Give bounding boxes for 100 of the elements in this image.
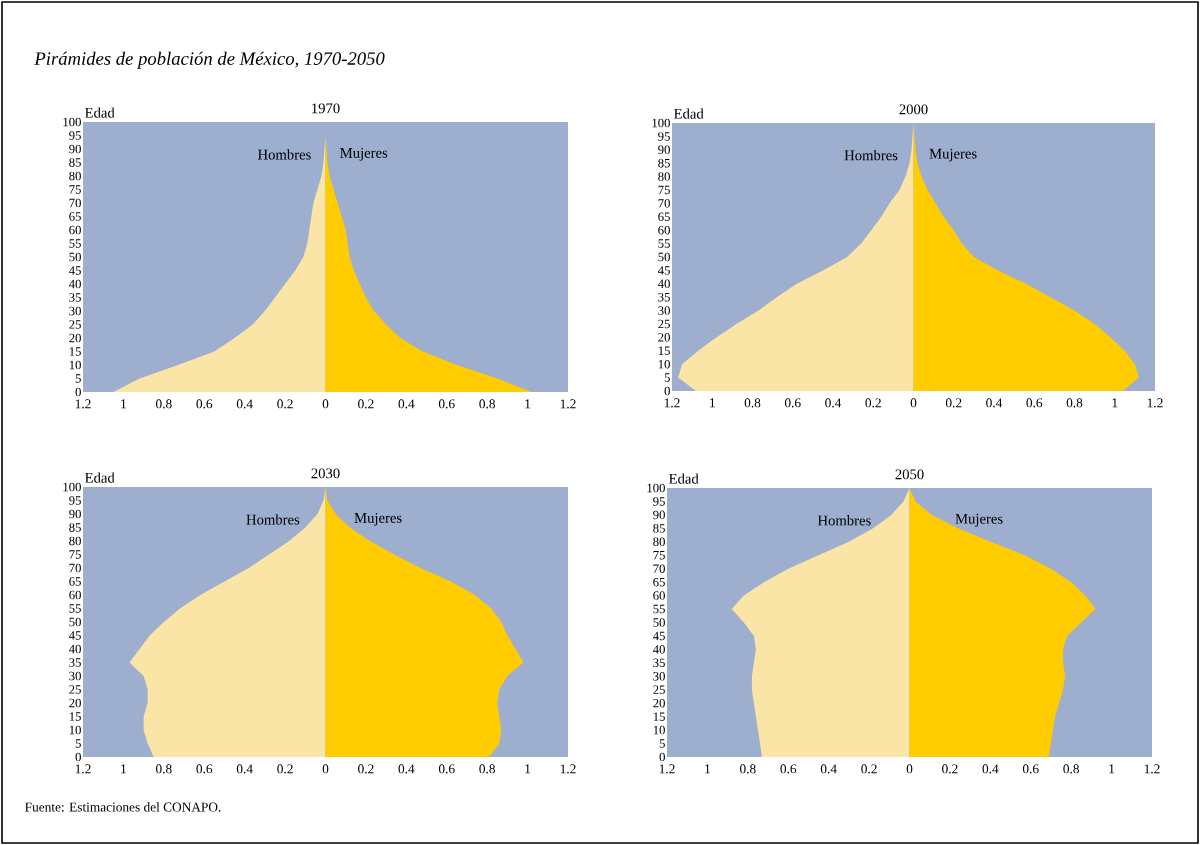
x-tick-label: 1 bbox=[1109, 764, 1115, 774]
y-tick-label: 65 bbox=[69, 212, 81, 221]
x-tick-label: 0.4 bbox=[982, 764, 999, 774]
y-tick-label: 5 bbox=[664, 373, 670, 382]
x-tick-label: 1.2 bbox=[1147, 398, 1163, 408]
y-tick-label: 95 bbox=[69, 131, 81, 140]
x-tick-label: 0.8 bbox=[744, 398, 761, 408]
y-tick-label: 20 bbox=[653, 698, 665, 708]
y-tick-label: 80 bbox=[69, 171, 81, 181]
x-tick-label: 0.2 bbox=[865, 398, 881, 408]
chart-title: 2050 bbox=[895, 469, 924, 480]
y-tick-label: 45 bbox=[652, 631, 665, 641]
y-tick-label: 55 bbox=[653, 604, 665, 614]
x-tick-label: 0.6 bbox=[438, 764, 455, 774]
x-tick-label: 0.8 bbox=[479, 764, 496, 774]
x-tick-label: 1.2 bbox=[75, 399, 91, 409]
series-label: Mujeres bbox=[955, 513, 1003, 527]
y-tick-label: 25 bbox=[69, 320, 81, 329]
y-tick-label: 70 bbox=[658, 199, 670, 208]
y-tick-label: 20 bbox=[69, 698, 81, 708]
y-tick-label: 30 bbox=[69, 306, 81, 316]
y-tick-label: 85 bbox=[69, 523, 81, 532]
source-note: Fuente: Estimaciones del CONAPO. bbox=[25, 802, 221, 812]
series-label: Hombres bbox=[246, 514, 300, 525]
y-tick-label: 20 bbox=[69, 333, 81, 343]
y-tick-label: 100 bbox=[63, 482, 81, 492]
series-label: Hombres bbox=[817, 515, 871, 526]
y-tick-label: 60 bbox=[653, 591, 665, 600]
y-tick-label: 35 bbox=[69, 293, 81, 302]
y-tick-label: 50 bbox=[69, 252, 81, 262]
y-tick-label: 10 bbox=[653, 725, 665, 735]
y-tick-label: 15 bbox=[653, 712, 665, 721]
x-tick-label: 0 bbox=[322, 399, 329, 409]
x-tick-label: 0.6 bbox=[196, 399, 213, 409]
x-tick-label: 1 bbox=[525, 764, 531, 774]
x-tick-label: 0.8 bbox=[740, 764, 756, 774]
y-tick-label: 0 bbox=[664, 386, 670, 396]
chart-title: 2000 bbox=[899, 104, 928, 115]
x-tick-label: 0.4 bbox=[825, 398, 842, 408]
y-tick-label: 75 bbox=[653, 551, 665, 560]
y-tick-label: 85 bbox=[653, 524, 665, 533]
x-tick-label: 1.2 bbox=[560, 764, 576, 774]
y-tick-label: 30 bbox=[69, 671, 81, 681]
x-tick-label: 1.2 bbox=[1144, 764, 1160, 774]
chart-title: 2030 bbox=[311, 468, 340, 479]
text: Pirámides de población de México, 1970-2050 bbox=[34, 51, 385, 69]
y-tick-label: 85 bbox=[69, 158, 81, 167]
y-tick-label: 5 bbox=[75, 739, 81, 748]
x-tick-label: 0 bbox=[906, 764, 913, 774]
x-tick-label: 0.6 bbox=[784, 398, 801, 408]
y-tick-label: 45 bbox=[657, 266, 670, 275]
series-label: Mujeres bbox=[929, 148, 977, 162]
y-tick-label: 10 bbox=[658, 359, 670, 369]
x-tick-label: 0.4 bbox=[398, 764, 415, 774]
y-tick-label: 65 bbox=[69, 577, 81, 586]
x-tick-label: 1 bbox=[1112, 398, 1118, 408]
x-tick-label: 1.2 bbox=[659, 764, 675, 774]
y-tick-label: 95 bbox=[658, 132, 670, 141]
y-tick-label: 90 bbox=[69, 144, 81, 154]
y-tick-label: 35 bbox=[69, 658, 81, 667]
y-axis-title: Edad bbox=[85, 107, 115, 118]
y-tick-label: 0 bbox=[75, 387, 81, 397]
y-tick-label: 0 bbox=[659, 752, 665, 762]
x-tick-label: 0.2 bbox=[358, 764, 374, 774]
y-tick-label: 85 bbox=[658, 158, 670, 168]
y-tick-label: 90 bbox=[69, 509, 81, 519]
y-tick-label: 75 bbox=[69, 550, 81, 559]
y-tick-label: 45 bbox=[68, 631, 81, 640]
x-tick-label: 1 bbox=[705, 764, 710, 774]
x-tick-label: 0 bbox=[910, 398, 917, 408]
y-tick-label: 100 bbox=[647, 483, 665, 493]
y-tick-label: 55 bbox=[69, 604, 81, 613]
x-tick-label: 1 bbox=[525, 399, 531, 409]
y-axis-title: Edad bbox=[669, 473, 699, 484]
y-tick-label: 80 bbox=[658, 172, 670, 181]
y-tick-label: 95 bbox=[69, 496, 81, 505]
x-tick-label: 0.4 bbox=[398, 399, 415, 409]
series-label: Hombres bbox=[257, 149, 311, 160]
y-tick-label: 80 bbox=[69, 536, 81, 546]
x-tick-label: 0.4 bbox=[236, 399, 253, 409]
chart-title: 1970 bbox=[312, 103, 340, 114]
x-tick-label: 0.6 bbox=[1026, 398, 1043, 408]
x-tick-label: 0.4 bbox=[236, 764, 253, 774]
y-tick-label: 60 bbox=[69, 590, 81, 600]
x-tick-label: 0.6 bbox=[1022, 764, 1039, 774]
y-tick-label: 100 bbox=[63, 117, 81, 127]
y-tick-label: 30 bbox=[658, 306, 670, 315]
x-tick-label: 0.8 bbox=[1066, 398, 1083, 408]
x-tick-label: 0.2 bbox=[945, 398, 962, 408]
y-tick-label: 35 bbox=[653, 658, 665, 668]
y-tick-label: 60 bbox=[658, 225, 670, 235]
x-tick-label: 1 bbox=[710, 398, 715, 408]
y-tick-label: 40 bbox=[68, 279, 81, 289]
x-tick-label: 0.6 bbox=[196, 764, 213, 774]
x-tick-label: 0.8 bbox=[156, 764, 172, 774]
y-tick-label: 25 bbox=[658, 319, 670, 329]
y-tick-label: 70 bbox=[69, 198, 81, 208]
x-tick-label: 0.2 bbox=[277, 764, 293, 774]
x-tick-label: 0.6 bbox=[780, 764, 797, 774]
x-tick-label: 0.8 bbox=[479, 399, 496, 409]
